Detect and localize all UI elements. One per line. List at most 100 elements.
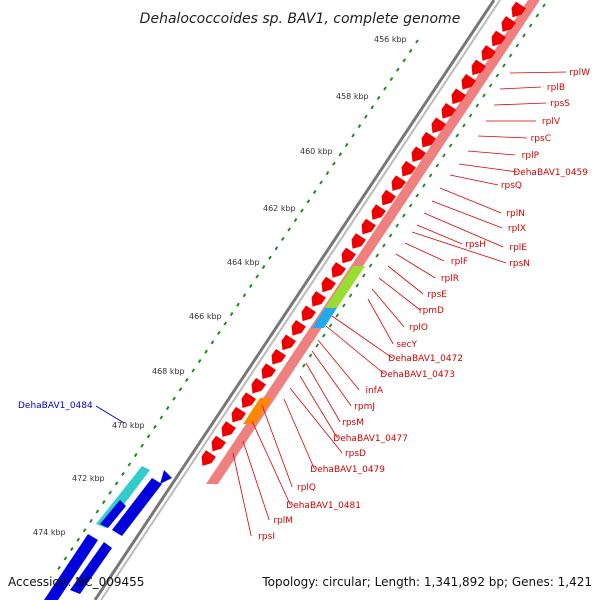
tick-label: 472 kbp: [72, 474, 105, 483]
label-leaders: [232, 71, 567, 537]
tick-dot: [389, 77, 394, 82]
tick-dot: [191, 368, 196, 373]
tick-dot: [462, 123, 466, 128]
leader-line: [305, 362, 341, 423]
gene-label: DehaBAV1_0472: [388, 354, 463, 364]
tick-dot: [76, 537, 81, 542]
gene-label-DehaBAV1_0484: DehaBAV1_0484: [18, 401, 93, 411]
leader-line: [493, 102, 547, 106]
tick-dot: [101, 500, 106, 505]
gene-label: rplR: [441, 274, 459, 284]
tick-dot: [455, 133, 460, 138]
tick-dot: [542, 3, 546, 8]
tick-dot: [127, 462, 132, 467]
gene-label: rpsI: [258, 532, 275, 542]
backbone-inner: [100, 0, 501, 600]
tick-dot: [223, 321, 228, 326]
tick-label: 460 kbp: [300, 147, 333, 156]
tick-dot: [402, 213, 406, 218]
cds-arrow: [481, 45, 496, 61]
tick-dot: [442, 153, 446, 158]
tick-labels: 456 kbp 458 kbp 460 kbp 462 kbp 464 kbp 466 k…: [33, 35, 407, 537]
map-title: Dehalococcoides sp. BAV1, complete genom…: [140, 11, 461, 27]
tick-dot: [422, 183, 426, 188]
cds-arrow: [201, 450, 216, 466]
leader-line: [299, 375, 338, 439]
tick-dot: [348, 293, 353, 298]
tick-dot: [383, 86, 387, 91]
gene-label: DehaBAV1_0459: [513, 168, 588, 178]
tick-dot: [236, 302, 240, 307]
leader-line: [423, 212, 504, 248]
feature-green: [325, 266, 365, 308]
tick-dot: [322, 333, 326, 338]
gene-label: secY: [396, 340, 417, 350]
tick-dot: [408, 203, 413, 208]
tick-dot: [172, 396, 176, 401]
tick-label: 456 kbp: [374, 35, 407, 44]
cds-arrow: [411, 146, 426, 162]
tick-dot: [495, 73, 500, 78]
gene-label: rpmJ: [354, 402, 375, 412]
cds-arrow: [381, 189, 396, 206]
tick-label: 468 kbp: [152, 367, 185, 376]
cds-arrow: [271, 348, 286, 365]
tick-dot: [528, 23, 533, 28]
tick-label: 474 kbp: [33, 528, 66, 537]
gene-label: rplW: [569, 68, 590, 78]
gene-label: rplX: [508, 224, 526, 234]
tick-dot: [388, 233, 393, 238]
tick-dot: [63, 556, 68, 561]
leader-line: [317, 339, 360, 391]
gene-label: rplF: [451, 257, 468, 267]
cds-arrow: [291, 320, 306, 336]
tick-dot: [415, 193, 420, 198]
tick-dot: [268, 255, 272, 260]
cds-arrow: [421, 131, 436, 148]
tick-dot: [351, 133, 355, 138]
leader-line: [367, 298, 394, 345]
leader-line: [509, 71, 567, 74]
tick-dot: [338, 152, 343, 157]
tick-dot: [362, 273, 366, 278]
tick-dot: [448, 143, 453, 148]
leader-line: [458, 163, 518, 173]
cds-arrow: [501, 16, 516, 32]
tick-dot: [204, 349, 208, 354]
gene-label: rpsD: [345, 449, 366, 459]
leader-line: [404, 242, 445, 262]
tick-dot: [368, 263, 373, 268]
tick-dot: [57, 565, 61, 570]
tick-dot: [515, 43, 520, 48]
forward-cds-track: [201, 1, 526, 466]
tick-dot: [522, 33, 526, 38]
tick-label: 466 kbp: [189, 312, 222, 321]
tick-dot: [229, 312, 234, 317]
gene-label: rpsQ: [501, 181, 522, 191]
cds-arrow: [211, 435, 226, 452]
cds-arrow: [221, 421, 236, 437]
gene-label: rpsE: [427, 290, 447, 300]
tick-dot: [242, 293, 247, 298]
tick-dot: [210, 340, 215, 345]
leader-line: [395, 253, 436, 279]
reverse-cds-track: [44, 466, 172, 600]
gene-label: rpsC: [531, 134, 551, 144]
gene-label: DehaBAV1_0477: [333, 434, 408, 444]
gene-label: infA: [365, 386, 383, 396]
tick-dot: [395, 223, 400, 228]
tick-marks: [57, 3, 546, 570]
gene-label: rpsM: [342, 418, 364, 428]
tick-dot: [402, 58, 407, 63]
cds-arrow: [361, 218, 376, 235]
leader-line: [439, 187, 502, 214]
tick-dot: [468, 113, 473, 118]
left-label-leader: [95, 405, 125, 424]
tick-dot: [357, 124, 362, 129]
tick-dot: [108, 490, 113, 495]
gene-labels: rplW rplB rpsS rplV rpsC rplP DehaBAV1_0459rps…: [258, 68, 590, 542]
tick-dot: [302, 363, 306, 368]
leader-line: [378, 277, 421, 311]
cds-arrow: [241, 392, 256, 408]
